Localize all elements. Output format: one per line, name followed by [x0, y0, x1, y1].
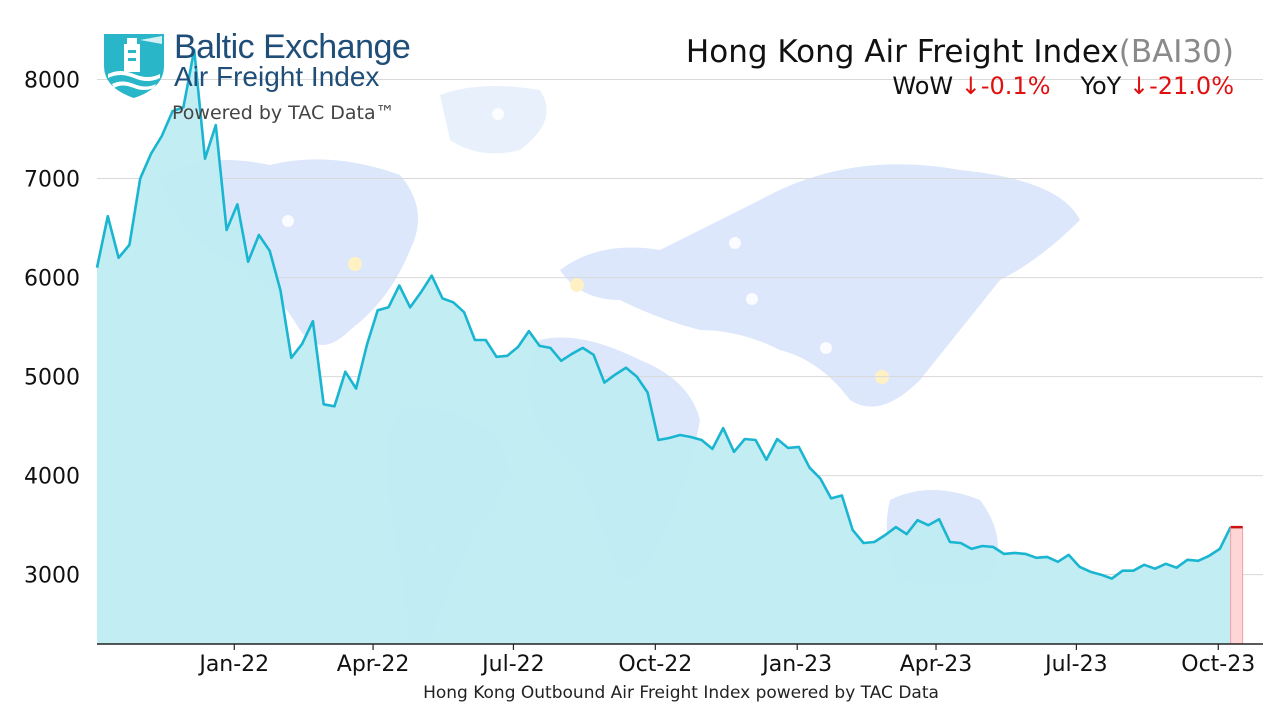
map-landmass: [440, 86, 547, 154]
y-tick-label: 4000: [24, 465, 80, 490]
series-area: [97, 49, 1231, 645]
x-tick-label: Oct-22: [618, 652, 692, 677]
map-node-dot: [820, 342, 832, 354]
chart-title-text: Hong Kong Air Freight Index: [685, 34, 1119, 70]
series-line: [95, 48, 1232, 580]
baltic-exchange-logo: Baltic Exchange Air Freight Index Powere…: [100, 28, 430, 128]
logo-powered-by: Powered by TAC Data™: [172, 102, 395, 124]
y-tick-label: 5000: [24, 366, 80, 391]
x-tick-label: Oct-23: [1181, 652, 1255, 677]
yoy-arrow-icon: ↓: [1128, 72, 1150, 100]
y-tick-label: 7000: [24, 168, 80, 193]
y-tick-label: 3000: [24, 564, 80, 589]
logo-brand: Baltic Exchange: [174, 28, 411, 66]
logo-product: Air Freight Index: [174, 61, 380, 92]
map-node-dot: [746, 293, 758, 305]
y-tick-label: 8000: [24, 69, 80, 94]
map-node-dot: [492, 108, 504, 120]
change-metrics: WoW ↓-0.1% YoY ↓-21.0%: [892, 72, 1234, 100]
latest-week-highlight: [1230, 526, 1244, 645]
y-tick-label: 6000: [24, 267, 80, 292]
yoy-value: -21.0%: [1149, 72, 1234, 100]
lighthouse-shield-icon: [104, 34, 164, 98]
map-landmass: [560, 164, 1080, 407]
wow-label: WoW: [892, 72, 954, 100]
yoy-label: YoY: [1080, 72, 1122, 100]
axes: 3000 4000 5000 6000 7000 8000 Jan-22 Apr-22 Jul-…: [24, 69, 1263, 677]
map-node-dot: [282, 215, 294, 227]
map-node-dot: [729, 237, 741, 249]
x-tick-label: Apr-22: [337, 652, 410, 677]
x-tick-label: Jan-22: [197, 652, 269, 677]
map-highlight-dot: [348, 257, 362, 271]
wow-arrow-icon: ↓: [960, 72, 981, 100]
wow-value: -0.1%: [980, 72, 1051, 100]
x-tick-label: Jan-23: [760, 652, 832, 677]
chart-caption: Hong Kong Outbound Air Freight Index pow…: [423, 683, 939, 703]
x-tick-label: Jul-22: [480, 652, 544, 677]
x-tick-label: Jul-23: [1043, 652, 1107, 677]
chart-title-code: (BAI30): [1118, 34, 1234, 70]
map-highlight-dot: [570, 278, 584, 292]
plot-area: [95, 48, 1244, 645]
x-tick-label: Apr-23: [900, 652, 973, 677]
chart-title: Hong Kong Air Freight Index(BAI30): [686, 34, 1234, 70]
